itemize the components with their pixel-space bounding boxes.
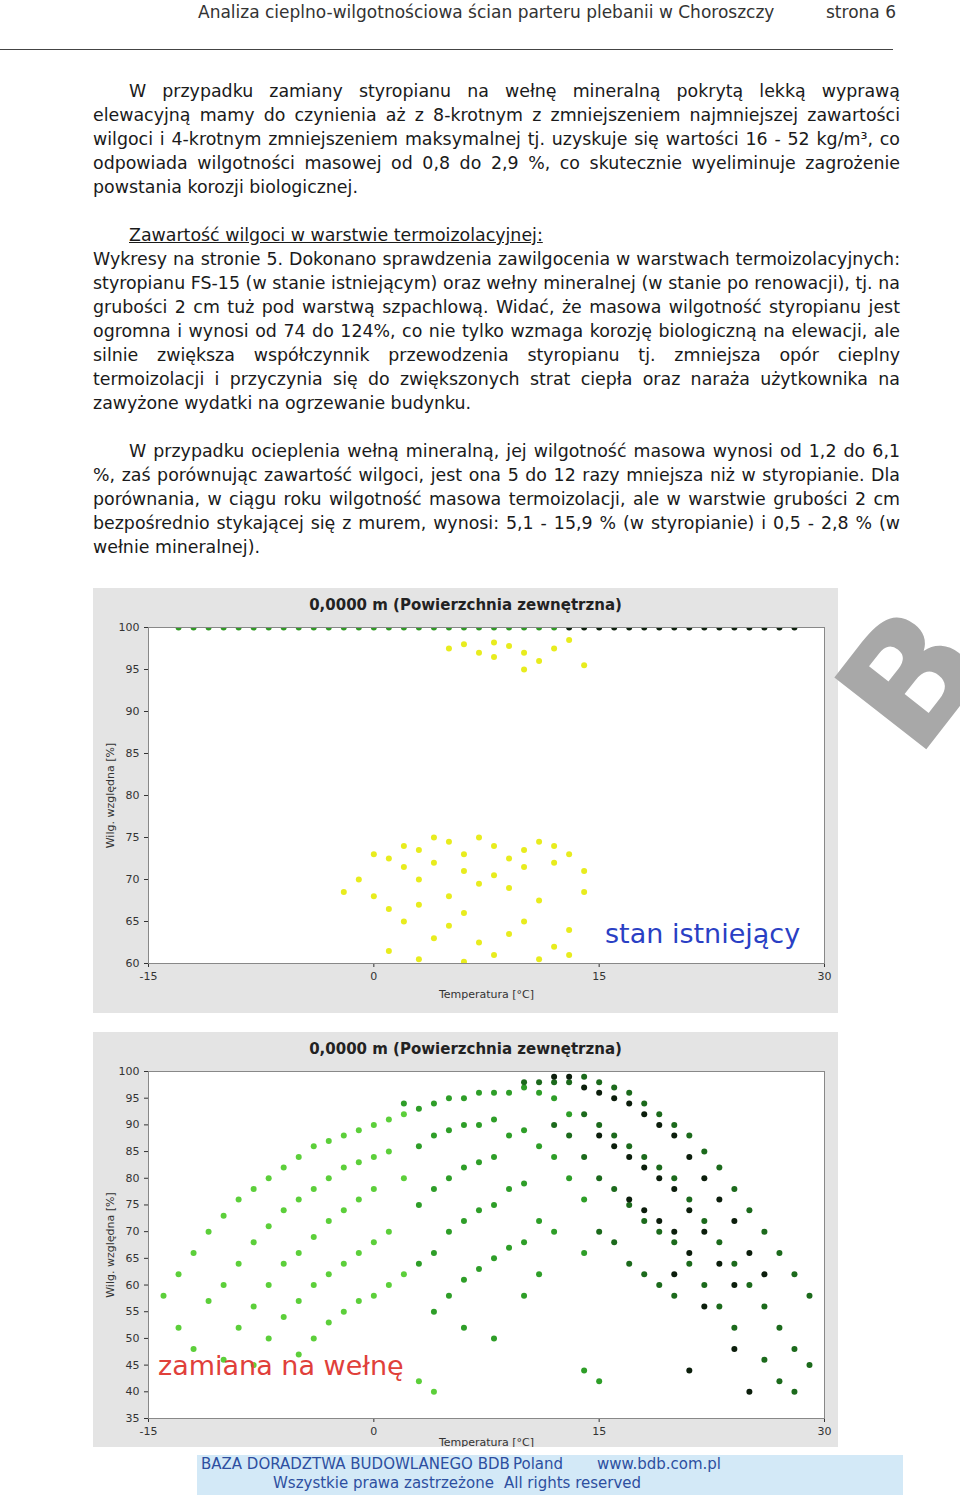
svg-text:40: 40 — [126, 1385, 140, 1398]
svg-text:95: 95 — [126, 663, 140, 676]
svg-text:90: 90 — [126, 1118, 140, 1131]
svg-text:-15: -15 — [140, 970, 158, 983]
svg-text:70: 70 — [126, 873, 140, 886]
svg-text:Wilg. względna [%]: Wilg. względna [%] — [104, 1192, 117, 1298]
html-text:strona 6: strona 6 — [826, 2, 896, 22]
svg-text:-15: -15 — [140, 1425, 158, 1438]
svg-text:55: 55 — [126, 1305, 140, 1318]
svg-text:65: 65 — [126, 1252, 140, 1265]
svg-text:65: 65 — [126, 915, 140, 928]
svg-text:0: 0 — [370, 1425, 377, 1438]
svg-text:15: 15 — [592, 970, 606, 983]
html-text:stan istniejący: stan istniejący — [605, 918, 801, 949]
svg-text:15: 15 — [592, 1425, 606, 1438]
html-text:Analiza cieplno-wilgotnościowa: Analiza cieplno-wilgotnościowa ścian par… — [198, 2, 775, 22]
svg-text:100: 100 — [119, 1065, 140, 1078]
html-text:Wszystkie prawa zastrzeżone: Wszystkie prawa zastrzeżone — [273, 1474, 494, 1492]
html-text:zamiana na wełnę: zamiana na wełnę — [158, 1350, 404, 1381]
svg-text:90: 90 — [126, 705, 140, 718]
svg-text:85: 85 — [126, 747, 140, 760]
html-text:Zawartość wilgoci w warstwie t: Zawartość wilgoci w warstwie termoizolac… — [129, 225, 543, 245]
svg-text:80: 80 — [126, 1172, 140, 1185]
svg-text:Temperatura [°C]: Temperatura [°C] — [438, 988, 534, 1001]
svg-text:60: 60 — [126, 957, 140, 970]
html-text:Wykresy na stronie 5. Dokonano: Wykresy na stronie 5. Dokonano sprawdzen… — [93, 249, 900, 413]
svg-text:35: 35 — [126, 1412, 140, 1425]
svg-text:75: 75 — [126, 1198, 140, 1211]
html-text:BAZA DORADZTWA BUDOWLANEGO BDB: BAZA DORADZTWA BUDOWLANEGO BDB Poland — [201, 1455, 564, 1473]
html-text:W przypadku ocieplenia wełną m: W przypadku ocieplenia wełną mineralną, … — [93, 441, 900, 557]
svg-text:75: 75 — [126, 831, 140, 844]
html-text:All rights reserved: All rights reserved — [504, 1474, 642, 1492]
svg-text:30: 30 — [818, 1425, 832, 1438]
svg-text:100: 100 — [119, 621, 140, 634]
svg-text:50: 50 — [126, 1332, 140, 1345]
svg-text:Wilg. względna [%]: Wilg. względna [%] — [104, 743, 117, 849]
svg-text:85: 85 — [126, 1145, 140, 1158]
svg-text:80: 80 — [126, 789, 140, 802]
svg-text:60: 60 — [126, 1279, 140, 1292]
svg-text:30: 30 — [818, 970, 832, 983]
html-text:0,0000 m (Powierzchnia zewnętr: 0,0000 m (Powierzchnia zewnętrzna) — [309, 1040, 622, 1058]
svg-text:95: 95 — [126, 1092, 140, 1105]
svg-text:70: 70 — [126, 1225, 140, 1238]
html-text:0,0000 m (Powierzchnia zewnętr: 0,0000 m (Powierzchnia zewnętrzna) — [309, 596, 622, 614]
svg-text:Temperatura [°C]: Temperatura [°C] — [438, 1436, 534, 1448]
html-text:www.bdb.com.pl: www.bdb.com.pl — [597, 1455, 721, 1473]
svg-text:45: 45 — [126, 1359, 140, 1372]
html-text:W przypadku zamiany styropianu: W przypadku zamiany styropianu na wełnę … — [93, 81, 900, 197]
svg-text:0: 0 — [370, 970, 377, 983]
